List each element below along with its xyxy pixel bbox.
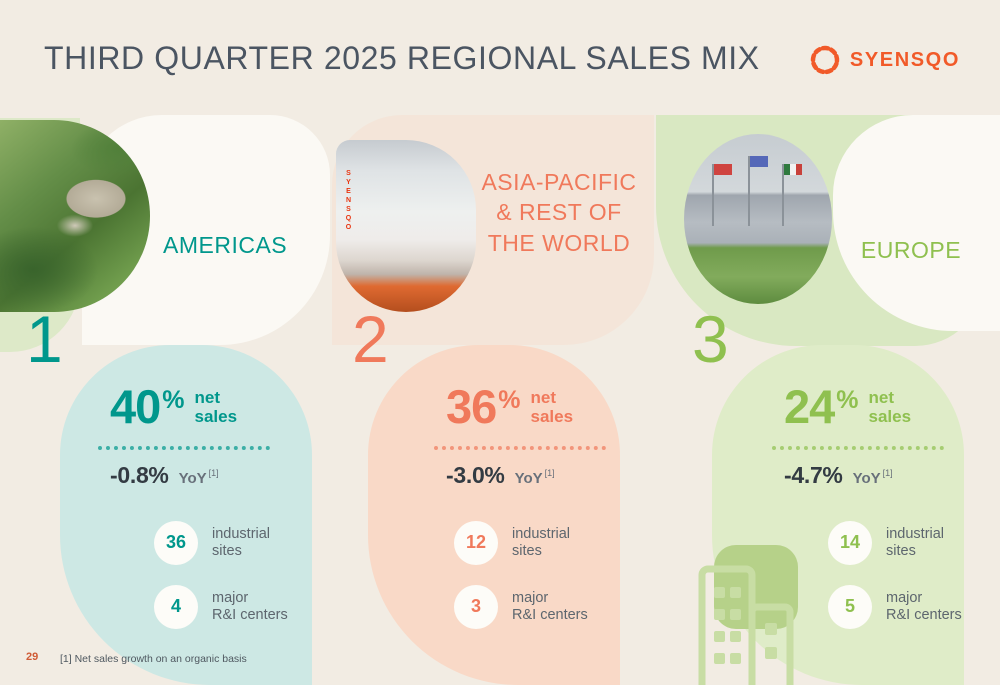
dotted-divider <box>434 445 606 450</box>
photo-americas-campus <box>0 120 150 312</box>
industrial-sites-stat: 14 industrial sites <box>828 520 964 565</box>
rni-centers-stat: 3 major R&I centers <box>454 584 620 629</box>
footnote-ref: [1] <box>544 467 555 478</box>
region-index-2: 2 <box>352 302 389 376</box>
flag-pole <box>782 164 802 226</box>
region-index-3: 3 <box>692 302 729 376</box>
industrial-sites-stat: 12 industrial sites <box>454 520 620 565</box>
net-sales-value: 24 <box>784 380 835 433</box>
net-sales-label: net sales <box>194 388 238 426</box>
yoy-label: YoY <box>178 469 207 487</box>
yoy-label: YoY <box>852 469 881 487</box>
photo-asia-office-lobby: SYENSQO <box>336 140 476 312</box>
rni-centers-stat: 4 major R&I centers <box>154 584 312 629</box>
brand-logo: SYENSQO <box>809 44 960 76</box>
percent-sign: % <box>498 386 521 414</box>
yoy-value: -0.8% <box>110 461 169 488</box>
net-sales-figure: 40 % net sales <box>110 380 312 433</box>
region-index-1: 1 <box>26 302 63 376</box>
rni-centers-stat: 5 major R&I centers <box>828 584 964 629</box>
asia-pacific-stats-panel: 36 % net sales -3.0% YoY [1] 12 industri… <box>368 345 620 685</box>
industrial-sites-stat: 36 industrial sites <box>154 520 312 565</box>
region-name-americas: AMERICAS <box>163 232 288 258</box>
yoy-value: -4.7% <box>784 461 843 488</box>
dotted-divider <box>98 445 270 450</box>
footnote: [1] Net sales growth on an organic basis <box>60 653 247 665</box>
slide-title: THIRD QUARTER 2025 REGIONAL SALES MIX <box>44 40 760 76</box>
rni-centers-label: major R&I centers <box>886 589 962 623</box>
net-sales-figure: 24 % net sales <box>784 380 964 433</box>
industrial-sites-count: 14 <box>828 520 872 565</box>
rni-centers-label: major R&I centers <box>212 589 288 623</box>
rni-centers-count: 4 <box>154 584 198 629</box>
industrial-sites-label: industrial sites <box>512 525 571 559</box>
dotted-divider <box>772 445 944 450</box>
footnote-ref: [1] <box>208 467 219 478</box>
flag-pole <box>712 164 732 226</box>
net-sales-label: net sales <box>530 388 574 426</box>
yoy-label: YoY <box>514 469 543 487</box>
red-flag <box>714 164 732 175</box>
rni-centers-count: 3 <box>454 584 498 629</box>
net-sales-value: 40 <box>110 380 161 433</box>
region-name-europe: EUROPE <box>860 237 962 263</box>
page-number: 29 <box>26 651 39 663</box>
photo-europe-site <box>684 134 832 304</box>
percent-sign: % <box>162 386 185 414</box>
rni-centers-label: major R&I centers <box>512 589 588 623</box>
net-sales-label: net sales <box>868 388 912 426</box>
net-sales-figure: 36 % net sales <box>446 380 620 433</box>
yoy-growth: -4.7% YoY [1] <box>784 462 964 489</box>
industrial-sites-label: industrial sites <box>212 525 271 559</box>
flag-pole <box>748 156 768 226</box>
industrial-sites-count: 36 <box>154 520 198 565</box>
net-sales-value: 36 <box>446 380 497 433</box>
building-icon <box>698 545 798 685</box>
yoy-growth: -0.8% YoY [1] <box>110 462 312 489</box>
yoy-growth: -3.0% YoY [1] <box>446 462 620 489</box>
brand-wordmark: SYENSQO <box>849 48 960 71</box>
blue-flag <box>750 156 768 167</box>
rni-centers-count: 5 <box>828 584 872 629</box>
photo-syensqo-wall-sign: SYENSQO <box>345 170 352 233</box>
americas-stats-panel: 40 % net sales -0.8% YoY [1] 36 industri… <box>60 345 312 685</box>
percent-sign: % <box>836 386 859 414</box>
industrial-sites-count: 12 <box>454 520 498 565</box>
yoy-value: -3.0% <box>446 461 505 488</box>
industrial-sites-label: industrial sites <box>886 525 945 559</box>
syensqo-logo-icon <box>810 45 840 75</box>
tricolor-flag <box>784 164 802 175</box>
footnote-ref: [1] <box>882 467 893 478</box>
region-name-asia-pacific: ASIA-PACIFIC & REST OF THE WORLD <box>481 169 637 256</box>
